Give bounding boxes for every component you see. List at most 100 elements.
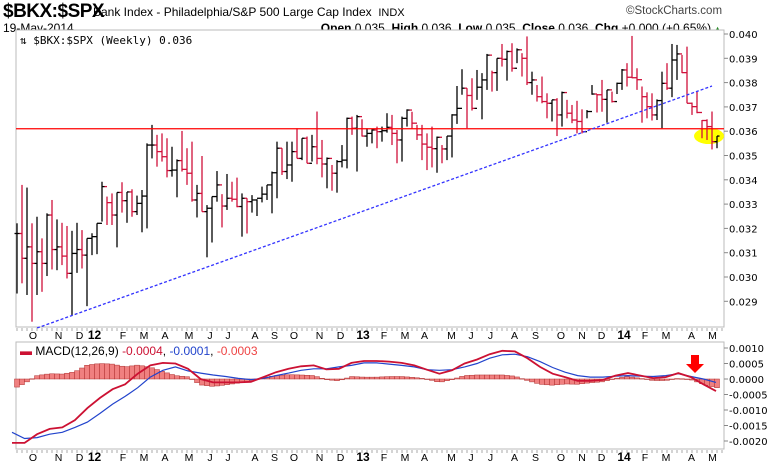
price-panel-title: $BKX:$SPX (Weekly) 0.036 xyxy=(33,34,192,47)
price-bar xyxy=(304,136,310,164)
histogram-bar xyxy=(174,375,180,380)
price-bar xyxy=(309,134,315,164)
histogram-bar xyxy=(624,376,630,380)
x-tick-label: A xyxy=(251,330,258,342)
histogram-bar xyxy=(304,375,310,380)
price-bar xyxy=(94,222,100,255)
histogram-bar xyxy=(489,374,495,380)
histogram-bar xyxy=(64,372,70,380)
x-tick-label: M xyxy=(185,452,194,464)
x-tick-label: 13 xyxy=(356,450,370,464)
price-bar xyxy=(639,79,645,123)
price-bar xyxy=(709,111,715,150)
price-x-axis: O N D 12 F M A M J J A S O N D 13 F M A M J J A S O N D 14 F M A M xyxy=(16,328,723,342)
price-bar xyxy=(459,69,465,110)
price-bar xyxy=(469,78,475,111)
down-arrow-annotation-icon xyxy=(686,355,704,373)
x-tick-label: J xyxy=(468,330,473,342)
price-overlays xyxy=(16,85,724,329)
x-tick-label: A xyxy=(511,330,518,342)
price-bar xyxy=(79,230,85,269)
price-bar xyxy=(29,223,35,322)
histogram-bar xyxy=(479,374,485,380)
x-tick-label: 12 xyxy=(88,450,102,464)
histogram-bar xyxy=(44,373,50,380)
price-bar xyxy=(504,50,510,81)
price-bar xyxy=(314,111,320,165)
price-bar xyxy=(424,133,430,171)
x-tick-label: N xyxy=(316,330,324,342)
price-bar xyxy=(194,184,200,218)
x-tick-label: F xyxy=(642,330,648,342)
histogram-bar xyxy=(404,376,410,380)
price-bar xyxy=(279,147,285,175)
histogram-bar xyxy=(289,374,295,380)
price-bar xyxy=(224,173,230,210)
histogram-bar xyxy=(74,370,80,380)
histogram-bar xyxy=(334,378,340,381)
price-bar xyxy=(154,134,160,167)
histogram-bar xyxy=(119,365,125,380)
histogram-bar xyxy=(669,378,675,380)
bars-icon: ⇅ xyxy=(20,34,27,47)
price-bar xyxy=(129,189,135,217)
histogram-bar xyxy=(79,367,85,380)
up-triangle-icon: ▲ xyxy=(713,24,722,34)
exchange-label: INDX xyxy=(378,7,405,19)
x-tick-label: A xyxy=(421,452,428,464)
histogram-bar xyxy=(19,378,25,385)
histogram-bar xyxy=(69,372,75,380)
x-tick-label: O xyxy=(290,452,298,464)
histogram-bar xyxy=(539,378,545,385)
histogram-bar xyxy=(294,374,300,380)
price-bar xyxy=(479,73,485,120)
histogram-bar xyxy=(564,378,570,385)
histogram-bar xyxy=(484,374,490,380)
price-bar xyxy=(124,191,130,223)
x-tick-label: J xyxy=(468,452,473,464)
x-tick-label: M xyxy=(401,330,410,342)
x-tick-label: N xyxy=(578,330,586,342)
signal-value: -0.0001 xyxy=(169,344,210,358)
price-bar xyxy=(629,35,635,79)
histogram-bar xyxy=(414,377,420,380)
histogram-bar xyxy=(394,376,400,380)
histogram-bar xyxy=(629,376,635,380)
price-bar xyxy=(229,181,235,202)
price-bar xyxy=(589,85,595,113)
y-tick-label: 0.036 xyxy=(729,127,758,138)
x-tick-label: 14 xyxy=(617,450,631,464)
price-bar xyxy=(69,230,75,316)
x-tick-label: M xyxy=(185,330,194,342)
histogram-bar xyxy=(434,378,440,383)
price-bar xyxy=(544,93,550,119)
histogram-bar xyxy=(534,378,540,384)
trendline[interactable] xyxy=(36,85,713,329)
histogram-bar xyxy=(709,378,715,387)
price-bar xyxy=(59,222,65,266)
histogram-bar xyxy=(299,374,305,380)
histogram-bar xyxy=(99,363,105,380)
histogram-bar xyxy=(559,378,565,385)
macd-histogram xyxy=(14,363,720,388)
histogram-bar xyxy=(649,378,655,381)
macd-panel: ▬ MACD(12,26,9) -0.0004, -0.0001, -0.000… xyxy=(11,341,768,464)
price-bar xyxy=(624,63,630,87)
price-panel: ⇅ $BKX:$SPX (Weekly) 0.036 0.0400.0390.0… xyxy=(14,29,758,342)
x-tick-label: S xyxy=(271,452,278,464)
price-y-axis: 0.040 0.039 0.038 0.037 0.036 0.035 0.034 0.033… xyxy=(724,30,758,308)
histogram-bar xyxy=(529,378,535,383)
x-tick-label: M xyxy=(447,330,456,342)
price-bar xyxy=(649,93,655,121)
price-bar xyxy=(614,82,620,103)
price-bar xyxy=(269,171,275,214)
stockcharts-watermark[interactable]: ©StockCharts.com xyxy=(626,5,723,17)
x-tick-label: O xyxy=(290,330,298,342)
x-tick-label: J xyxy=(207,452,212,464)
x-tick-label: F xyxy=(120,452,126,464)
price-bar xyxy=(694,91,700,114)
histogram-bar xyxy=(164,372,170,380)
price-bar xyxy=(74,222,80,273)
price-bar xyxy=(319,139,325,178)
y-tick-label: -0.0005 xyxy=(729,391,768,402)
